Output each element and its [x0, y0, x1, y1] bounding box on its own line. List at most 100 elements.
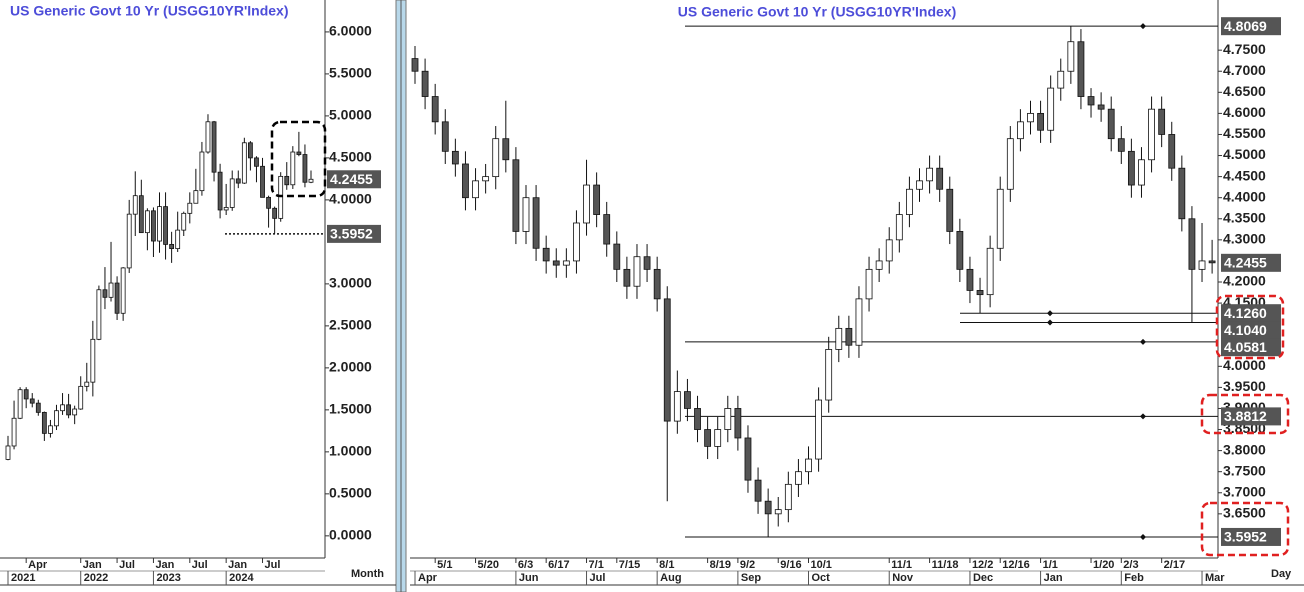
value-box-label: 3.8812 — [1224, 408, 1267, 424]
candle-body — [1138, 159, 1145, 186]
candle-body — [1178, 167, 1186, 220]
candle-body — [845, 327, 853, 346]
x-tick-label-major: Nov — [892, 572, 914, 584]
x-tick-label-major: 2021 — [11, 572, 35, 584]
x-tick-label: Jul — [265, 559, 281, 571]
candle-body — [593, 184, 601, 215]
candle-body — [96, 289, 102, 340]
x-tick-label-major: Mar — [1205, 572, 1225, 584]
candle-body — [302, 154, 308, 183]
value-box-label: 3.5952 — [330, 226, 373, 242]
y-tick-label: 4.4500 — [1223, 167, 1266, 183]
x-tick-label: 9/2 — [740, 559, 755, 571]
candle-body — [84, 381, 90, 387]
y-tick-label: 4.6500 — [1223, 83, 1266, 99]
candle-body — [1198, 260, 1206, 270]
x-tick-label: 6/3 — [518, 559, 533, 571]
candle-body — [633, 256, 641, 287]
value-box — [1221, 17, 1281, 36]
candle-body — [936, 167, 944, 190]
y-tick-label: 3.9500 — [1223, 378, 1266, 394]
candle-body — [235, 178, 241, 184]
highlight-box — [270, 120, 327, 198]
candle-body — [835, 327, 843, 350]
x-tick-label: 7/1 — [589, 559, 604, 571]
candle-body — [532, 197, 540, 249]
y-tick-label: 4.0000 — [329, 191, 372, 207]
candle-body — [502, 138, 510, 161]
x-tick-label: 12/2 — [972, 559, 993, 571]
x-tick-label-major: Sep — [741, 572, 761, 584]
candle-body — [1047, 87, 1055, 131]
level-marker — [1140, 533, 1146, 540]
x-tick-label: 5/20 — [478, 559, 499, 571]
x-tick-label: 11/1 — [891, 559, 912, 571]
candle-body — [241, 142, 247, 184]
level-marker — [1047, 319, 1053, 326]
x-tick-label-major: Oct — [812, 572, 831, 584]
value-box — [1221, 338, 1281, 357]
candle-body — [573, 222, 580, 262]
candle-body — [916, 180, 923, 190]
candle-body — [694, 408, 701, 430]
y-tick-label: 4.5500 — [1223, 125, 1266, 141]
y-tick-label: 1.0000 — [329, 443, 372, 459]
value-box-label: 3.5952 — [1224, 529, 1267, 545]
candle-body — [278, 175, 284, 219]
candle-body — [272, 207, 278, 219]
candle-body — [205, 121, 211, 153]
y-tick-label: 4.7500 — [1223, 41, 1266, 57]
level-marker — [1140, 23, 1146, 30]
candle-body — [895, 214, 903, 241]
y-tick-label: 2.5000 — [329, 317, 372, 333]
candle-body — [663, 298, 671, 422]
candle-body — [441, 121, 449, 152]
candle-body — [1017, 121, 1024, 140]
level-marker — [1140, 413, 1146, 420]
x-tick-label-major: Jan — [1044, 572, 1063, 584]
value-box-label: 4.0581 — [1224, 339, 1267, 355]
candle-body — [60, 404, 65, 412]
candle-body — [132, 195, 138, 215]
candle-body — [157, 206, 162, 242]
candle-body — [23, 389, 29, 400]
candle-body — [5, 445, 11, 460]
x-tick-label: Jul — [119, 559, 135, 571]
y-tick-label: 4.0000 — [1223, 357, 1266, 373]
x-tick-label: 7/15 — [619, 559, 640, 571]
candle-body — [875, 260, 883, 270]
x-tick-label: Jan — [155, 559, 174, 571]
x-tick-label-major: Jun — [519, 572, 539, 584]
candle-body — [744, 437, 752, 481]
x-tick-label-major: Aug — [660, 572, 681, 584]
candle-body — [734, 408, 742, 439]
y-tick-label: 6.0000 — [329, 23, 372, 39]
candle-body — [562, 260, 570, 266]
x-tick-label-major: 2024 — [229, 572, 254, 584]
candle-body — [120, 267, 126, 314]
x-tick-label-major: Apr — [418, 572, 438, 584]
x-tick-label: 2/17 — [1164, 559, 1185, 571]
candle-body — [223, 207, 229, 211]
x-tick-label: 1/20 — [1093, 559, 1114, 571]
candle-body — [169, 244, 175, 250]
x-tick-label: 8/1 — [659, 559, 674, 571]
candle-body — [795, 471, 802, 485]
x-tick-label: Jan — [228, 559, 247, 571]
x-tick-label: 5/1 — [437, 559, 452, 571]
y-tick-label: 1.5000 — [329, 401, 372, 417]
candle-body — [11, 417, 17, 447]
candle-body — [643, 256, 651, 270]
candle-body — [774, 509, 782, 515]
candle-body — [1067, 41, 1075, 72]
level-marker — [1047, 310, 1053, 317]
candle-body — [714, 429, 722, 447]
candle-body — [805, 458, 812, 473]
candle-body — [1168, 134, 1176, 169]
candle-body — [451, 150, 459, 165]
x-tick-label: Jul — [192, 559, 208, 571]
candle-body — [815, 399, 822, 460]
value-box — [1221, 304, 1281, 323]
